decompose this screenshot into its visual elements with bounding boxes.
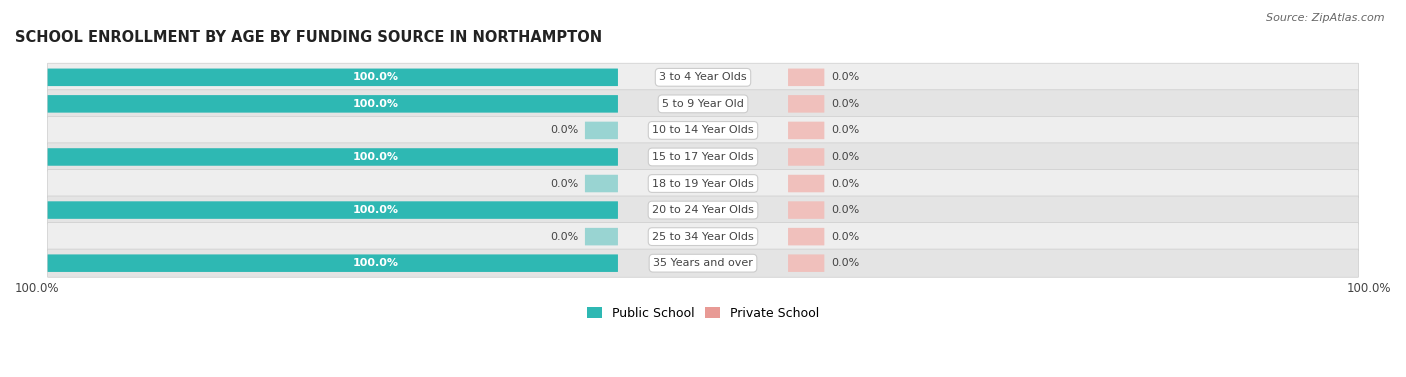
Text: 0.0%: 0.0%: [550, 126, 578, 135]
Text: 100.0%: 100.0%: [353, 99, 398, 109]
Text: Source: ZipAtlas.com: Source: ZipAtlas.com: [1267, 13, 1385, 23]
Text: 18 to 19 Year Olds: 18 to 19 Year Olds: [652, 179, 754, 188]
FancyBboxPatch shape: [787, 254, 824, 272]
Text: 25 to 34 Year Olds: 25 to 34 Year Olds: [652, 231, 754, 242]
Text: 0.0%: 0.0%: [831, 152, 859, 162]
Text: 100.0%: 100.0%: [353, 258, 398, 268]
FancyBboxPatch shape: [585, 122, 619, 139]
FancyBboxPatch shape: [787, 69, 824, 86]
Text: SCHOOL ENROLLMENT BY AGE BY FUNDING SOURCE IN NORTHAMPTON: SCHOOL ENROLLMENT BY AGE BY FUNDING SOUR…: [15, 30, 602, 45]
Text: 15 to 17 Year Olds: 15 to 17 Year Olds: [652, 152, 754, 162]
Text: 35 Years and over: 35 Years and over: [652, 258, 754, 268]
Text: 5 to 9 Year Old: 5 to 9 Year Old: [662, 99, 744, 109]
Text: 100.0%: 100.0%: [15, 282, 59, 295]
FancyBboxPatch shape: [48, 201, 619, 219]
Text: 0.0%: 0.0%: [550, 179, 578, 188]
Text: 100.0%: 100.0%: [353, 205, 398, 215]
Text: 0.0%: 0.0%: [831, 258, 859, 268]
Text: 100.0%: 100.0%: [1347, 282, 1391, 295]
FancyBboxPatch shape: [787, 201, 824, 219]
Text: 20 to 24 Year Olds: 20 to 24 Year Olds: [652, 205, 754, 215]
FancyBboxPatch shape: [787, 122, 824, 139]
FancyBboxPatch shape: [48, 169, 1358, 198]
Text: 100.0%: 100.0%: [353, 72, 398, 82]
Text: 0.0%: 0.0%: [831, 126, 859, 135]
Text: 10 to 14 Year Olds: 10 to 14 Year Olds: [652, 126, 754, 135]
FancyBboxPatch shape: [48, 90, 1358, 118]
FancyBboxPatch shape: [48, 69, 619, 86]
FancyBboxPatch shape: [48, 148, 619, 166]
Text: 100.0%: 100.0%: [353, 152, 398, 162]
Text: 0.0%: 0.0%: [831, 72, 859, 82]
Text: 0.0%: 0.0%: [831, 99, 859, 109]
FancyBboxPatch shape: [787, 175, 824, 192]
FancyBboxPatch shape: [48, 222, 1358, 251]
FancyBboxPatch shape: [48, 196, 1358, 224]
FancyBboxPatch shape: [48, 63, 1358, 91]
Text: 0.0%: 0.0%: [831, 205, 859, 215]
Text: 0.0%: 0.0%: [831, 179, 859, 188]
FancyBboxPatch shape: [48, 249, 1358, 277]
FancyBboxPatch shape: [585, 175, 619, 192]
FancyBboxPatch shape: [48, 116, 1358, 144]
Text: 0.0%: 0.0%: [831, 231, 859, 242]
FancyBboxPatch shape: [48, 143, 1358, 171]
FancyBboxPatch shape: [787, 148, 824, 166]
FancyBboxPatch shape: [787, 95, 824, 113]
Text: 0.0%: 0.0%: [550, 231, 578, 242]
FancyBboxPatch shape: [48, 254, 619, 272]
FancyBboxPatch shape: [48, 95, 619, 113]
Text: 3 to 4 Year Olds: 3 to 4 Year Olds: [659, 72, 747, 82]
Legend: Public School, Private School: Public School, Private School: [582, 302, 824, 325]
FancyBboxPatch shape: [787, 228, 824, 245]
FancyBboxPatch shape: [585, 228, 619, 245]
